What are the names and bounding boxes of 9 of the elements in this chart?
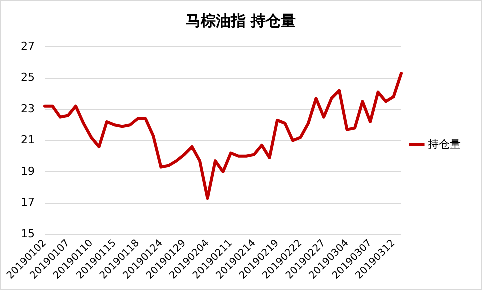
y-tick-label: 19: [20, 164, 35, 178]
y-tick-label: 21: [20, 134, 35, 147]
y-tick-label: 23: [20, 102, 35, 116]
y-tick-label: 17: [20, 196, 35, 210]
y-tick-label: 27: [20, 40, 35, 53]
chart-title: 马棕油指 持仓量: [186, 12, 296, 30]
y-tick-label: 15: [20, 227, 35, 240]
y-tick-label: 25: [20, 71, 35, 84]
legend-label: 持仓量: [428, 138, 461, 151]
